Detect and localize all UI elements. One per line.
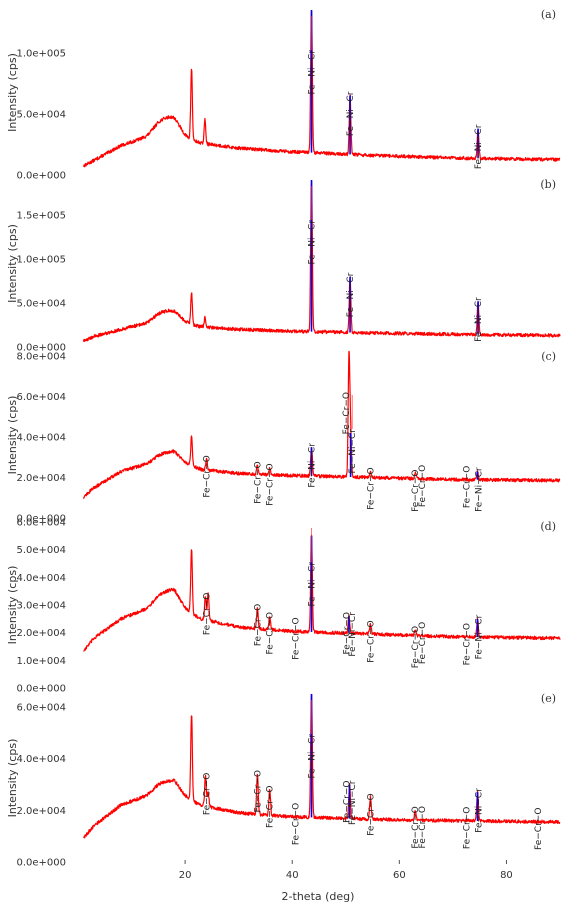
y-tick-label: 4.0e+004 [16, 573, 66, 584]
panel-b: 0.0e+000 5.0e+004 1.0e+005 1.5e+005 Intensit… [6, 178, 561, 354]
xrd-pattern-line [82, 350, 561, 499]
peak-label: Fe−Cr−O [266, 612, 276, 654]
x-tick-labels: 20 40 60 80 [179, 860, 513, 881]
peak-label: Fe−Cr−O [253, 461, 263, 503]
peak-label: Fe−Cr−O [342, 781, 352, 823]
y-tick-label: 3.0e+004 [16, 601, 66, 612]
peak-label: Fe−Cr−O [203, 593, 213, 635]
y-axis-title: Intensity (cps) [6, 566, 19, 645]
y-tick-label: 6.0e+004 [16, 392, 66, 403]
y-tick-label: 4.0e+004 [16, 754, 66, 765]
peak-label: Fe−Cr−O [266, 463, 276, 505]
y-tick-label: 2.0e+004 [16, 628, 66, 639]
panel-id-label: (e) [541, 692, 556, 705]
peak-label: Fe−Cr−O [411, 470, 421, 512]
peak-label: Fe−Cr−O [203, 773, 213, 815]
x-tick-label: 20 [179, 870, 192, 881]
peak-label: Fe−Cr−O [266, 786, 276, 828]
y-tick-label: 0.0e+000 [16, 171, 66, 182]
xrd-pattern-line [82, 181, 561, 342]
peak-label: Fe−Cr−O [342, 392, 352, 434]
panel-id-label: (c) [541, 350, 556, 363]
peak-label: Fe−Ni−Cr [348, 429, 358, 474]
peak-label: Fe−Ni−Cr [308, 562, 318, 607]
peak-label: Fe−Cr−O [411, 806, 421, 848]
peak-label: Fe−Ni−Cr [308, 734, 318, 779]
peak-label: Fe−Cr−O [366, 467, 376, 509]
peak-label: Fe−Ni−Cr [475, 788, 485, 833]
peak-label: Fe−Cr−O [418, 465, 428, 507]
panel-id-label: (d) [540, 520, 556, 533]
peak-label: Fe−Cr−O [366, 793, 376, 835]
y-tick-label: 0.0e+000 [16, 343, 66, 354]
xrd-pattern-line [82, 10, 561, 168]
y-axis-title: Intensity (cps) [6, 739, 19, 818]
peak-label: Fe−Ni−Cr [474, 297, 484, 342]
peak-label: Fe−Ni−Cr [475, 615, 485, 660]
peak-label: Fe−Cr−O [291, 803, 301, 845]
x-axis-title: 2-theta (deg) [282, 890, 355, 903]
peak-label: Fe−Cr−O [253, 770, 263, 812]
y-tick-label: 5.0e+004 [16, 545, 66, 556]
y-tick-label: 1.5e+005 [16, 211, 66, 222]
peak-label: Fe−Cr−O [534, 808, 544, 850]
y-tick-label: 6.0e+004 [16, 702, 66, 713]
x-tick-label: 80 [500, 870, 513, 881]
y-axis-title: Intensity (cps) [6, 396, 19, 475]
xrd-pattern-line [83, 534, 561, 652]
peak-label: Fe−Cr−O [418, 622, 428, 664]
y-tick-label: 0.0e+000 [16, 684, 66, 695]
peak-label: Fe−Ni−Cr [348, 612, 358, 657]
peak-label: Fe−Ni−Cr [308, 443, 318, 488]
panel-d: 0.0e+000 1.0e+004 2.0e+004 3.0e+004 4.0e+004… [6, 518, 561, 695]
panel-c: 0.0e+000 2.0e+004 4.0e+004 6.0e+004 8.0e+004… [6, 350, 561, 525]
y-tick-label: 1.0e+005 [16, 48, 66, 59]
y-tick-label: 6.0e+004 [16, 518, 66, 529]
peak-label: Fe−Cr−O [253, 604, 263, 646]
peak-label: Fe−Cr−O [366, 620, 376, 662]
y-tick-label: 5.0e+004 [16, 299, 66, 310]
peak-label: Fe−Ni−Cr [474, 124, 484, 169]
peak-label: Fe−Cr−O [203, 455, 213, 497]
y-tick-label: 2.0e+004 [16, 473, 66, 484]
peak-label: Fe−Cr−O [462, 466, 472, 508]
y-tick-label: 1.0e+004 [16, 656, 66, 667]
panel-e: 0.0e+000 2.0e+004 4.0e+004 6.0e+004 Intensit… [6, 692, 561, 869]
peak-label: Fe−Cr−O [418, 806, 428, 848]
peak-label: Fe−Ni−Cr [346, 91, 356, 136]
y-tick-label: 1.0e+005 [16, 255, 66, 266]
y-axis-title: Intensity (cps) [6, 53, 19, 132]
x-tick-label: 60 [393, 870, 406, 881]
panel-id-label: (b) [540, 178, 556, 191]
peak-label: Fe−Cr−O [462, 807, 472, 849]
y-tick-label: 4.0e+004 [16, 433, 66, 444]
y-tick-label: 0.0e+000 [16, 514, 66, 525]
panel-id-label: (a) [541, 8, 556, 21]
y-tick-label: 0.0e+000 [16, 858, 66, 869]
peak-label: Fe−Cr−O [411, 626, 421, 668]
peak-label: Fe−Ni−Cr [348, 780, 358, 825]
y-tick-label: 8.0e+004 [16, 352, 66, 363]
x-tick-label: 40 [286, 870, 299, 881]
peak-label: Fe−Cr−O [342, 612, 352, 654]
y-tick-label: 5.0e+004 [16, 109, 66, 120]
peak-label: Fe−Ni−Cr [308, 220, 318, 265]
peak-label: Fe−Ni−Cr [308, 50, 318, 95]
peak-label: Fe−Cr−O [291, 617, 301, 659]
peak-label: Fe−Ni−Cr [346, 272, 356, 317]
x-axis: 20 40 60 80 2-theta (deg) [179, 860, 513, 903]
y-axis-title: Intensity (cps) [6, 224, 19, 303]
peak-label: Fe−Cr−O [462, 623, 472, 665]
y-tick-label: 2.0e+004 [16, 806, 66, 817]
xrd-pattern-line [82, 693, 561, 839]
peak-label: Fe−Ni−Cr [475, 467, 485, 512]
